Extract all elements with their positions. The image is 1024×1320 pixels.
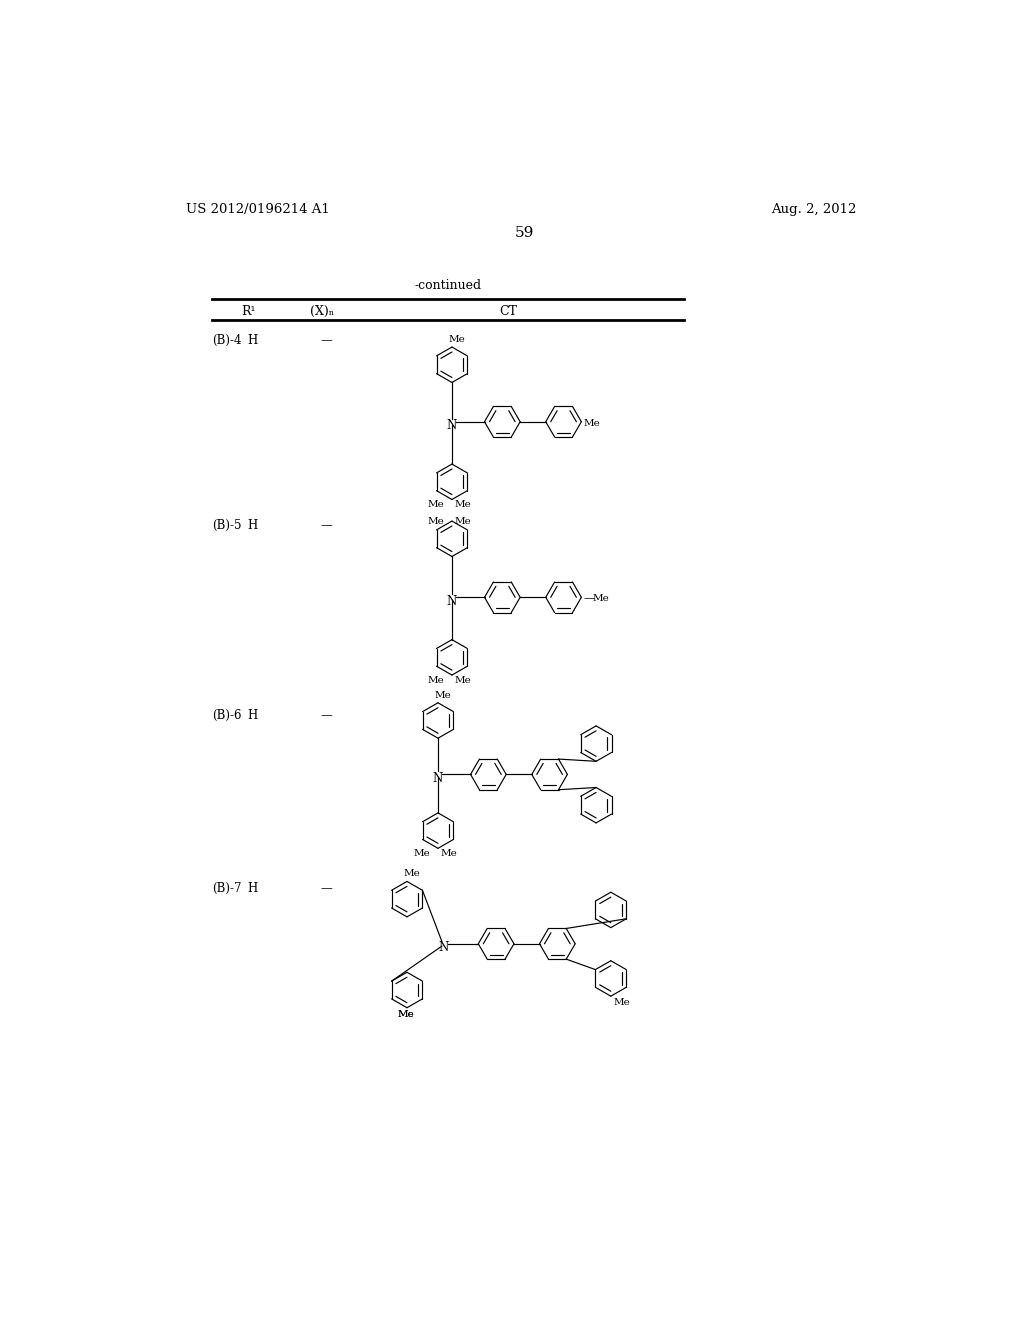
Text: H: H <box>248 709 258 722</box>
Text: Me: Me <box>397 1010 415 1019</box>
Text: Me: Me <box>414 849 430 858</box>
Text: N: N <box>446 594 457 607</box>
Text: Me: Me <box>435 690 452 700</box>
Text: CT: CT <box>499 305 517 318</box>
Text: —: — <box>584 593 595 603</box>
Text: Me: Me <box>455 500 471 510</box>
Text: (B)-6: (B)-6 <box>212 709 242 722</box>
Text: (B)-5: (B)-5 <box>212 519 242 532</box>
Text: Me: Me <box>455 676 471 685</box>
Text: Aug. 2, 2012: Aug. 2, 2012 <box>771 203 857 216</box>
Text: H: H <box>248 334 258 347</box>
Text: Me: Me <box>455 517 471 527</box>
Text: US 2012/0196214 A1: US 2012/0196214 A1 <box>186 203 330 216</box>
Text: Me: Me <box>427 517 443 527</box>
Text: Me: Me <box>592 594 609 603</box>
Text: —: — <box>321 709 332 722</box>
Text: (B)-7: (B)-7 <box>212 882 242 895</box>
Text: Me: Me <box>449 335 466 345</box>
Text: H: H <box>248 882 258 895</box>
Text: —: — <box>321 519 332 532</box>
Text: —: — <box>321 334 332 347</box>
Text: (X)ₙ: (X)ₙ <box>309 305 334 318</box>
Text: 59: 59 <box>515 226 535 240</box>
Text: N: N <box>446 418 457 432</box>
Text: Me: Me <box>613 998 630 1007</box>
Text: N: N <box>438 941 450 954</box>
Text: Me: Me <box>427 500 443 510</box>
Text: N: N <box>432 772 442 785</box>
Text: H: H <box>248 519 258 532</box>
Text: R¹: R¹ <box>241 305 255 318</box>
Text: Me: Me <box>397 1010 415 1019</box>
Text: Me: Me <box>403 870 421 878</box>
Text: Me: Me <box>440 849 457 858</box>
Text: (B)-4: (B)-4 <box>212 334 242 347</box>
Text: Me: Me <box>427 676 443 685</box>
Text: —: — <box>321 882 332 895</box>
Text: -continued: -continued <box>415 280 481 293</box>
Text: Me: Me <box>584 418 600 428</box>
